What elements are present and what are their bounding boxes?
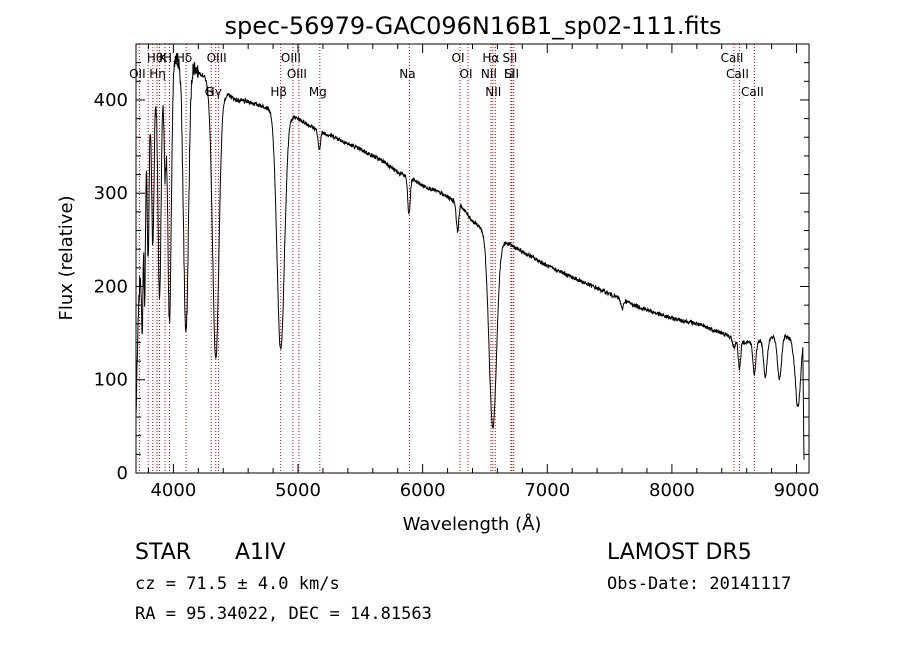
x-tick-label: 5000 [275, 480, 321, 501]
line-marker-label: OIII [281, 51, 301, 65]
x-tick-label: 7000 [524, 480, 570, 501]
line-marker-label: CaII [721, 51, 744, 65]
x-axis-label: Wavelength (Å) [403, 513, 542, 535]
coordinates-text: RA = 95.34022, DEC = 14.81563 [135, 604, 432, 624]
object-subclass: A1IV [235, 540, 286, 565]
line-marker-label: H [163, 51, 172, 65]
redshift-text: cz = 71.5 ± 4.0 km/s [135, 574, 340, 594]
line-marker-label: Mg [309, 85, 327, 99]
line-marker-label: OI [460, 67, 473, 81]
line-marker-label: CaII [726, 67, 749, 81]
y-tick-label: 200 [94, 276, 128, 297]
line-marker-label: Li [504, 67, 514, 81]
line-marker-label: SII [504, 67, 519, 81]
line-marker-label: Hθ [147, 51, 163, 65]
line-marker-label: OII [129, 67, 146, 81]
x-tick-label: 9000 [774, 480, 820, 501]
survey-label: LAMOST DR5 [607, 540, 752, 565]
object-class: STAR [135, 540, 192, 565]
line-marker-label: Hβ [270, 85, 287, 99]
y-tick-label: 0 [117, 463, 128, 484]
line-marker-label: K [159, 51, 168, 65]
y-tick-label: 400 [94, 90, 128, 111]
line-marker-label: G [205, 85, 214, 99]
plot-frame [135, 43, 810, 474]
spectrum-series [135, 52, 805, 460]
y-tick-label: 300 [94, 183, 128, 204]
line-marker-label: Hα [482, 51, 499, 65]
line-marker-label: Hγ [206, 85, 222, 99]
chart-title: spec-56979-GAC096N16B1_sp02-111.fits [224, 12, 721, 40]
line-marker-label: Hδ [176, 51, 192, 65]
line-marker-label: NII [485, 85, 501, 99]
line-marker-label: Na [399, 67, 415, 81]
line-marker-label: OI [452, 51, 465, 65]
y-axis-label: Flux (relative) [56, 195, 77, 320]
y-axis-ticks: 0 100 200 300 400 [94, 62, 809, 484]
x-axis-ticks: 4000 5000 6000 7000 8000 9000 [147, 44, 820, 501]
y-tick-label: 100 [94, 370, 128, 391]
x-tick-label: 4000 [150, 480, 196, 501]
line-marker-label: CaII [741, 85, 764, 99]
line-markers [138, 44, 755, 473]
line-marker-label: Hη [149, 67, 166, 81]
obs-date-text: Obs-Date: 20141117 [607, 574, 792, 594]
x-tick-label: 8000 [649, 480, 695, 501]
line-marker-label: OIII [287, 67, 307, 81]
line-marker-label: SII [503, 51, 518, 65]
line-marker-label: OIII [207, 51, 227, 65]
spectrum-line [135, 52, 805, 460]
line-marker-label: NII [481, 67, 497, 81]
x-tick-label: 6000 [400, 480, 446, 501]
